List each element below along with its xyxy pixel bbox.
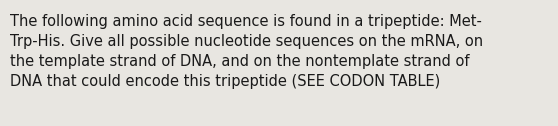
Text: The following amino acid sequence is found in a tripeptide: Met-
Trp-His. Give a: The following amino acid sequence is fou… bbox=[10, 14, 483, 89]
